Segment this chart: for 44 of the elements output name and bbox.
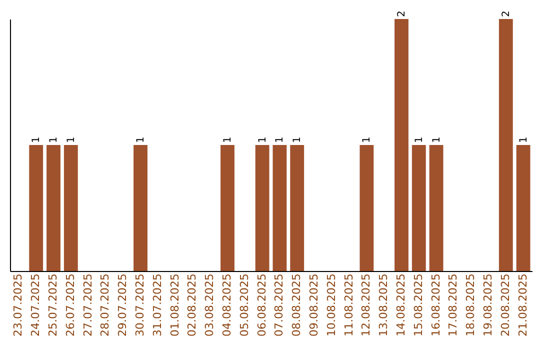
x-tick-label: 13.08.2025	[377, 274, 390, 336]
x-tick-label: 30.07.2025	[134, 274, 146, 336]
data-label: 1	[136, 136, 146, 143]
data-label: 1	[431, 136, 442, 143]
x-tick-label: 23.07.2025	[12, 274, 25, 336]
x-tick-label: 12.08.2025	[360, 274, 373, 336]
data-label: 2	[396, 10, 408, 17]
x-tick-label: 04.08.2025	[220, 274, 234, 336]
x-tick-label: 15.08.2025	[412, 274, 425, 336]
data-label: 1	[257, 136, 268, 143]
x-tick-label: 14.08.2025	[394, 274, 408, 336]
data-label: 1	[48, 136, 60, 143]
x-tick-label: 29.07.2025	[116, 274, 130, 336]
data-label: 1	[66, 136, 77, 143]
x-tick-label: 01.08.2025	[168, 274, 182, 336]
x-tick-label: 17.08.2025	[446, 274, 460, 336]
x-tick-label: 20.08.2025	[498, 274, 512, 336]
data-label: 1	[222, 136, 234, 143]
x-tick-label: 02.08.2025	[186, 274, 199, 336]
x-tick-label: 16.08.2025	[429, 274, 442, 336]
data-label: 1	[518, 136, 530, 143]
data-label: 1	[414, 136, 425, 143]
x-tick-label: 28.07.2025	[98, 274, 112, 336]
x-tick-label: 09.08.2025	[308, 274, 320, 336]
x-tick-label: 08.08.2025	[290, 274, 304, 336]
x-tick-label: 18.08.2025	[464, 274, 478, 336]
data-label: 1	[274, 136, 286, 143]
data-label: 1	[31, 136, 42, 143]
x-tick-label: 03.08.2025	[203, 274, 216, 336]
x-tick-label: 24.07.2025	[29, 274, 42, 336]
data-label: 2	[500, 10, 512, 17]
x-tick-label: 05.08.2025	[238, 274, 251, 336]
x-tick-label: 07.08.2025	[272, 274, 286, 336]
x-tick-label: 11.08.2025	[342, 274, 356, 336]
x-tick-label: 31.07.2025	[150, 274, 164, 336]
x-tick-label: 27.07.2025	[81, 274, 94, 336]
data-label: 1	[292, 136, 304, 143]
data-label: 1	[362, 136, 373, 143]
x-tick-label: 06.08.2025	[255, 274, 268, 336]
x-tick-label: 21.08.2025	[516, 274, 530, 336]
x-tick-label: 26.07.2025	[64, 274, 77, 336]
x-tick-label: 25.07.2025	[46, 274, 60, 336]
x-tick-label: 19.08.2025	[482, 274, 494, 336]
x-tick-label: 10.08.2025	[324, 274, 338, 336]
